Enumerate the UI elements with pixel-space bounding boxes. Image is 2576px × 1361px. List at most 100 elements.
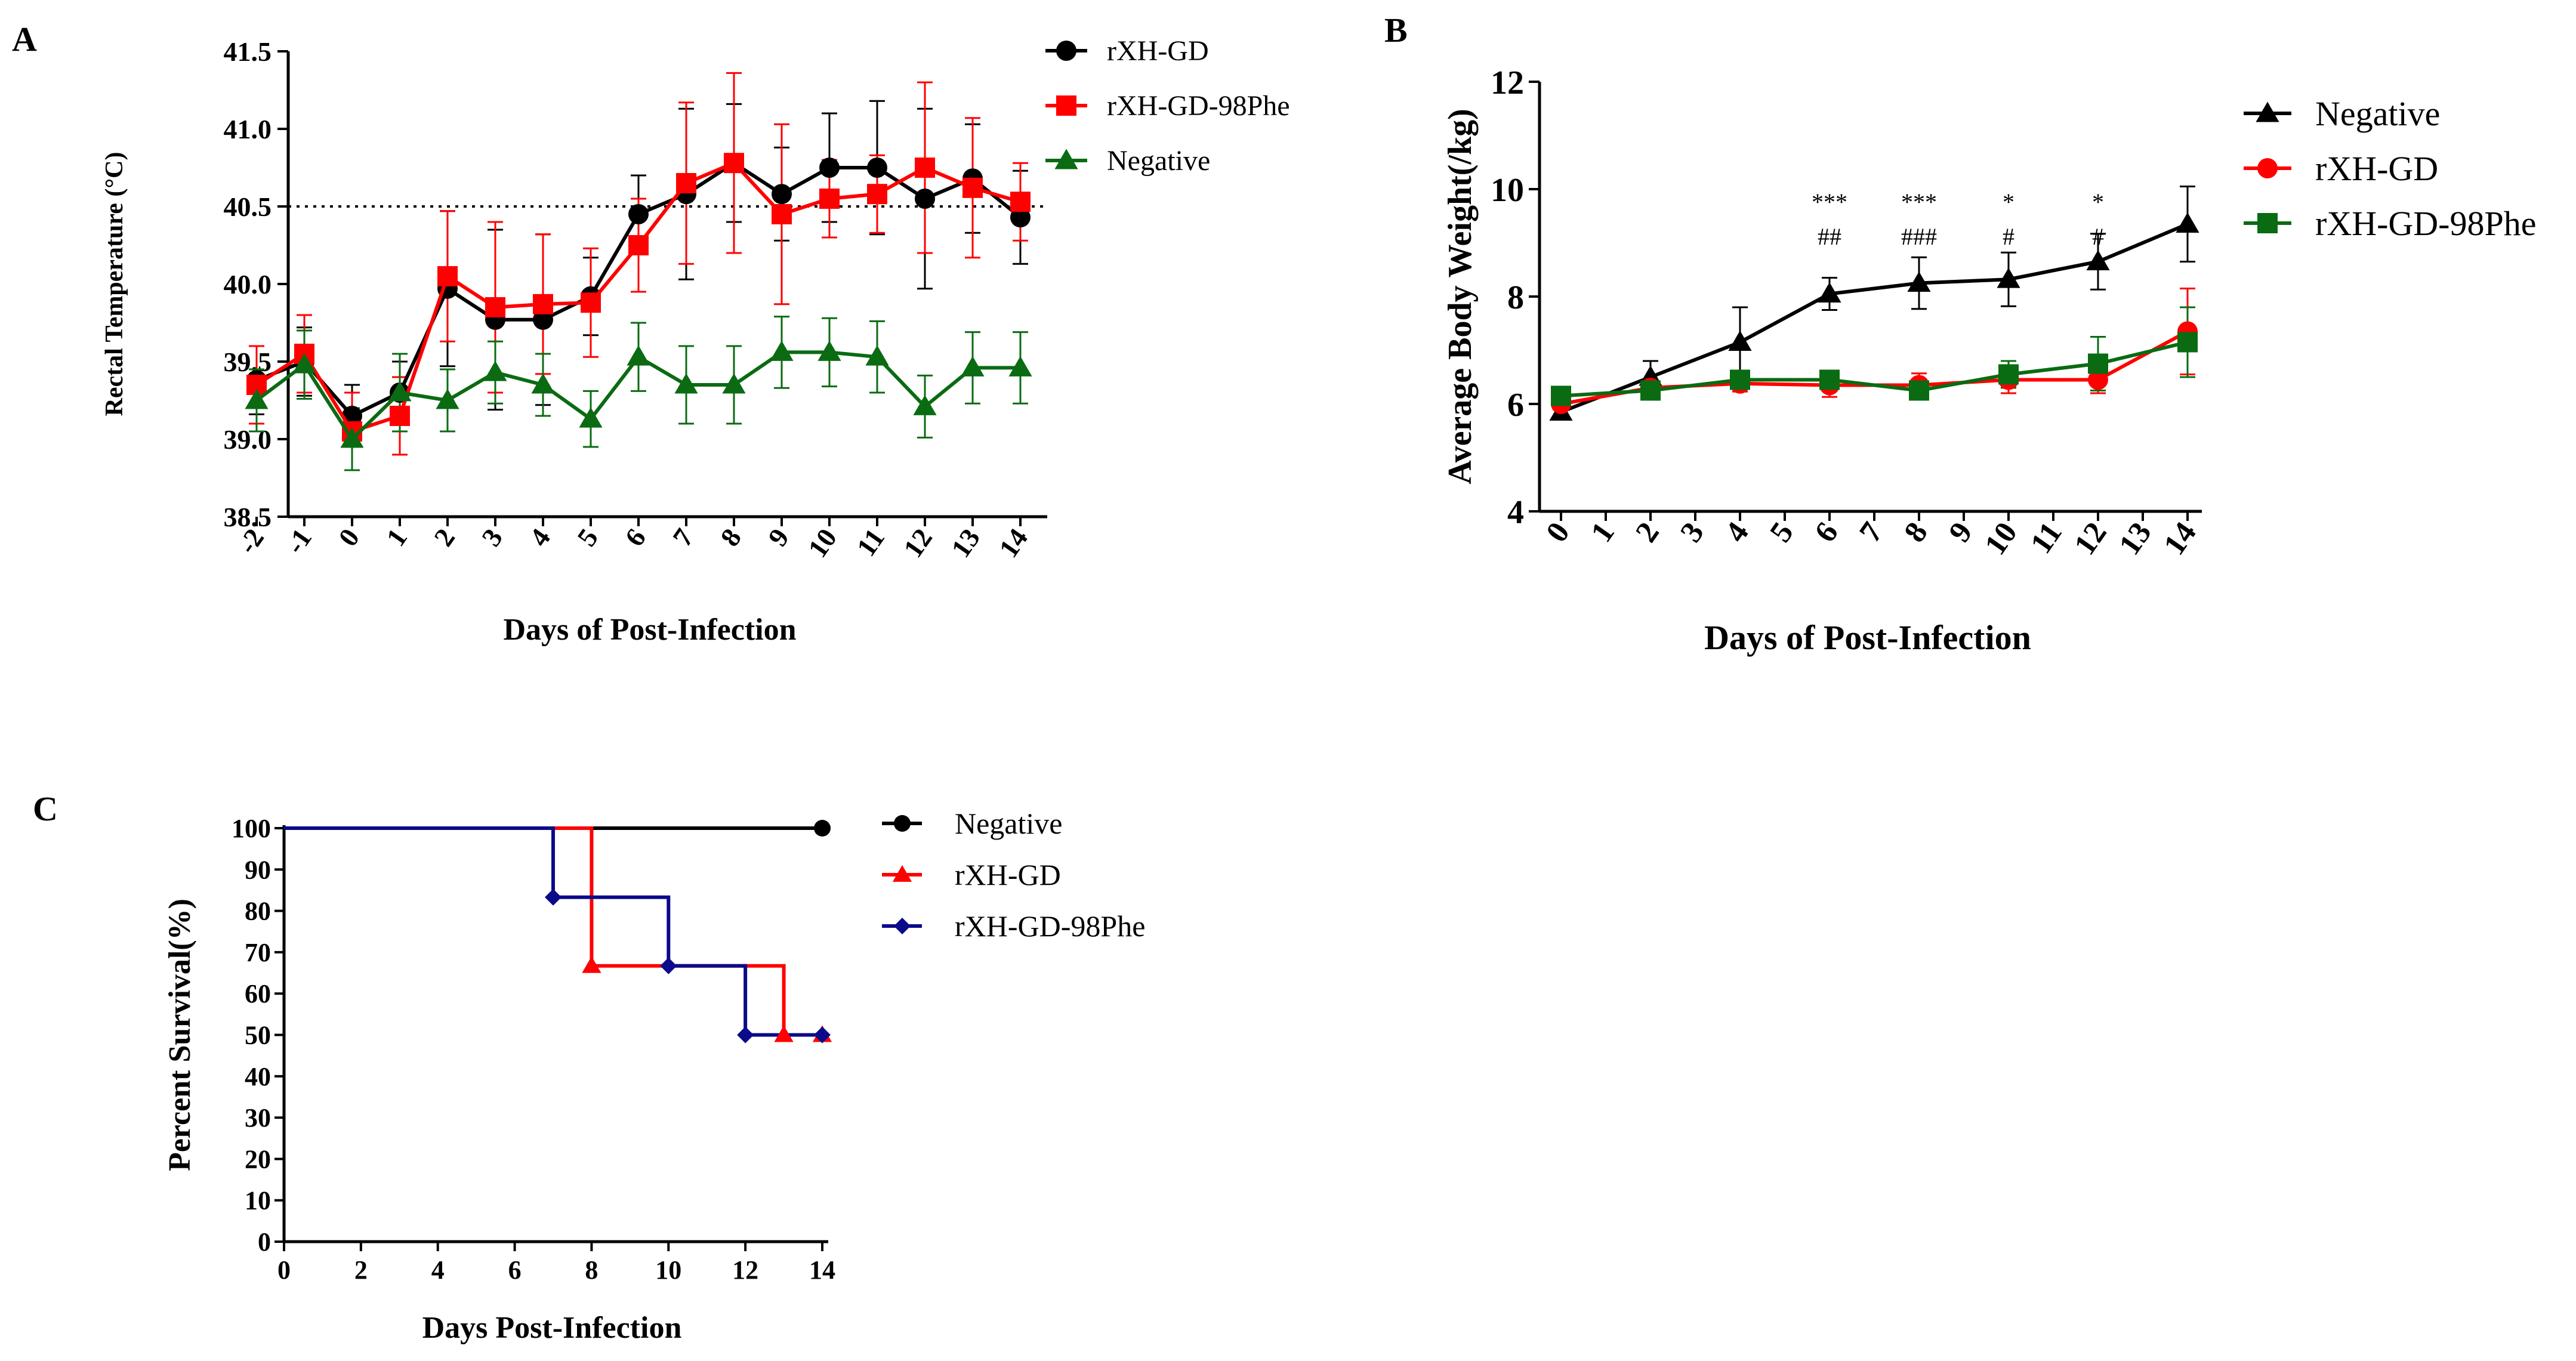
data-point [1998, 364, 2019, 385]
data-point [676, 173, 696, 193]
y-tick-label: 50 [245, 1021, 271, 1050]
data-point [628, 235, 649, 255]
data-point [674, 373, 698, 394]
legend-marker [2256, 101, 2279, 122]
panel-b-label: B [1384, 11, 1408, 50]
y-tick-label: 40.5 [224, 192, 272, 222]
y-tick-label: 40 [245, 1062, 271, 1091]
data-point [865, 345, 889, 366]
legend-marker [1056, 41, 1076, 61]
x-tick-label: 5 [571, 523, 604, 551]
y-tick-label: 60 [245, 979, 271, 1008]
y-tick-label: 6 [1507, 387, 1524, 424]
x-tick-label: -1 [279, 523, 317, 559]
data-point [722, 373, 746, 394]
data-point [2086, 249, 2110, 270]
data-point [1010, 207, 1031, 228]
significance-stars: *** [1812, 189, 1847, 215]
x-tick-label: 10 [802, 523, 843, 563]
x-axis-title: Days Post-Infection [422, 1311, 682, 1345]
panel-a: A 38.539.039.540.040.541.041.5-2 -1 0 1 2 3 4 5… [12, 20, 1290, 647]
x-tick-label: 11 [2024, 516, 2069, 560]
legend-label: Negative [955, 807, 1062, 840]
data-point [913, 394, 937, 415]
legend-marker [894, 918, 911, 934]
data-point [292, 353, 316, 374]
data-point [581, 292, 601, 313]
data-point [915, 189, 935, 209]
data-point [245, 388, 269, 409]
data-point [2176, 212, 2199, 233]
panel-c-label: C [33, 789, 58, 828]
data-point [1551, 385, 1571, 406]
x-tick-label: 5 [1763, 516, 1800, 548]
legend-label: rXH-GD-98Phe [2315, 204, 2537, 243]
data-point [437, 266, 458, 286]
data-point [1728, 330, 1752, 351]
data-point [2088, 353, 2108, 374]
x-tick-label: 6 [1808, 516, 1845, 548]
data-point [772, 204, 792, 224]
data-point [1818, 282, 1841, 303]
data-point [628, 204, 649, 224]
x-tick-label: 8 [1898, 516, 1935, 548]
panel-c: C 0 10 20 30 40 50 60 70 80 90 100 0 2 4 6 8 10 12 14 Days … [33, 789, 1145, 1345]
y-tick-label: 90 [245, 855, 271, 884]
data-point [962, 177, 983, 198]
x-tick-label: 14 [993, 523, 1034, 563]
x-tick-label: 2 [428, 523, 461, 551]
data-point [819, 158, 840, 178]
x-tick-label: 7 [1853, 516, 1890, 548]
x-tick-label: 6 [619, 523, 652, 551]
data-point [867, 184, 887, 205]
legend-marker [2257, 213, 2278, 233]
y-tick-label: 40.0 [224, 269, 272, 300]
data-point [867, 158, 887, 178]
panel-a-label: A [12, 20, 37, 58]
data-point [485, 297, 505, 317]
data-point [390, 406, 410, 426]
x-axis-title: Days of Post-Infection [503, 613, 796, 647]
data-point [2177, 332, 2198, 353]
y-axis-title: Percent Survival(%) [163, 899, 197, 1171]
x-tick-label: 4 [1719, 516, 1756, 548]
y-tick-label: 100 [232, 814, 271, 843]
x-axis-title: Days of Post-Infection [1704, 618, 2031, 657]
x-tick-label: 12 [897, 523, 938, 563]
x-tick-label: 2 [354, 1255, 368, 1285]
legend-marker [894, 815, 911, 832]
y-tick-label: 10 [245, 1186, 271, 1215]
data-point [533, 294, 553, 314]
data-point [814, 1026, 831, 1044]
data-point [1997, 267, 2020, 288]
y-tick-label: 38.5 [224, 502, 272, 532]
y-tick-label: 4 [1507, 494, 1524, 531]
data-point [531, 373, 555, 394]
data-point [1010, 192, 1031, 212]
legend-label: Negative [2315, 94, 2440, 133]
x-tick-label: 9 [1942, 516, 1979, 548]
legend-marker [1054, 149, 1078, 169]
significance-hashes: # [2003, 223, 2014, 250]
y-tick-label: 0 [258, 1227, 271, 1257]
x-tick-label: 0 [277, 1255, 291, 1285]
x-tick-label: 11 [850, 523, 890, 561]
x-tick-label: 9 [762, 523, 795, 551]
data-point [545, 888, 562, 906]
x-tick-label: 8 [714, 523, 747, 551]
data-point [388, 381, 412, 402]
x-tick-label: 10 [1978, 516, 2024, 561]
y-tick-label: 80 [245, 897, 271, 926]
significance-hashes: ## [1818, 223, 1841, 250]
significance-stars: * [2092, 189, 2104, 215]
x-tick-label: 14 [2157, 516, 2203, 561]
x-tick-label: 10 [655, 1255, 681, 1285]
x-tick-label: 13 [2112, 516, 2158, 561]
data-point [819, 189, 840, 209]
legend-label: rXH-GD [2315, 149, 2438, 188]
data-point [724, 153, 744, 174]
series-line [1560, 222, 2189, 414]
data-point [817, 340, 841, 361]
